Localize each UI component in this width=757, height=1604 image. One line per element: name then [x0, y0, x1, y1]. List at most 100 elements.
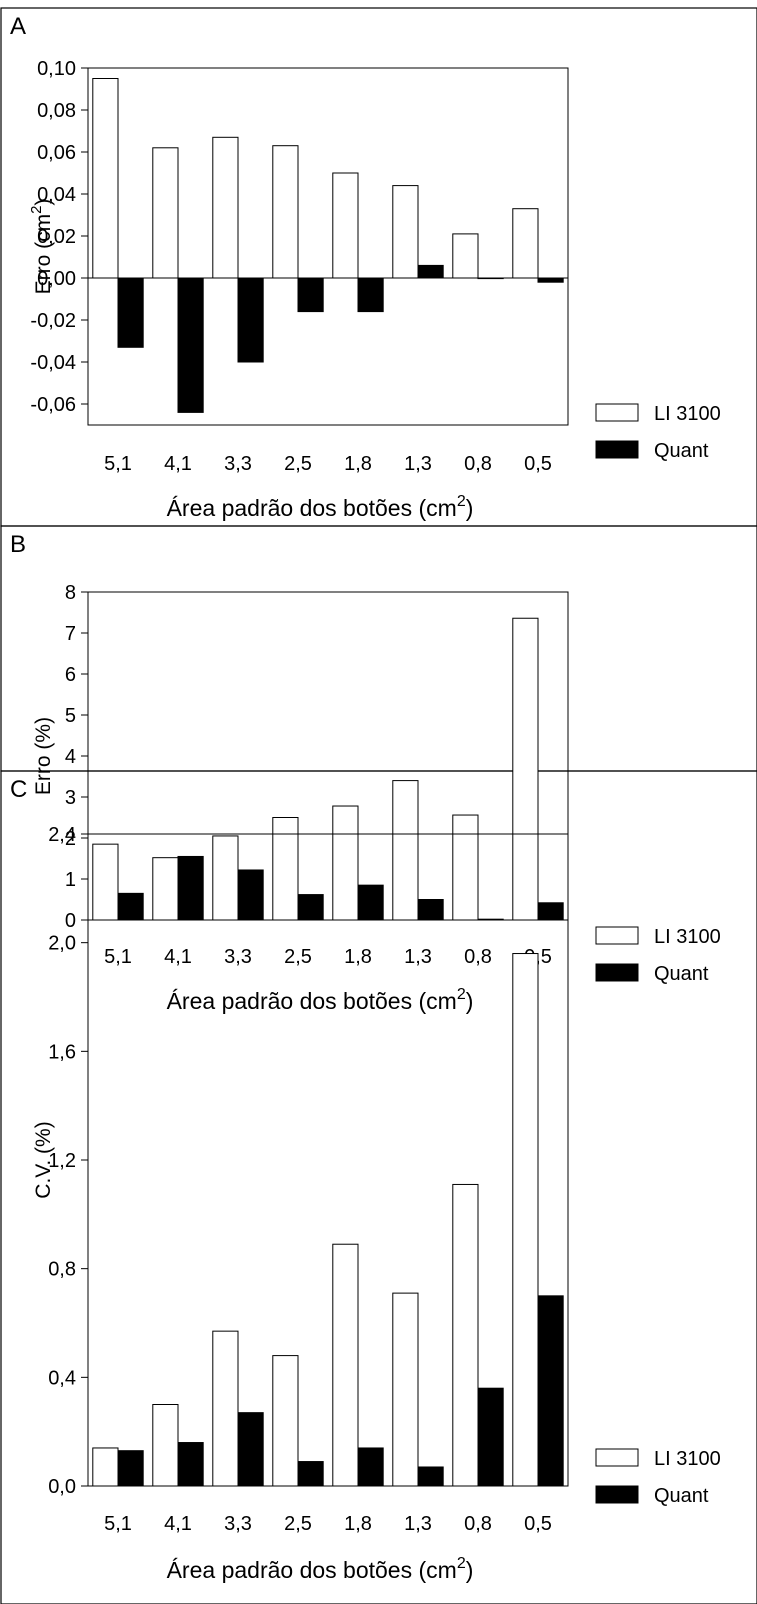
bar-li3100-5 — [392, 780, 419, 921]
bar-quant-3 — [297, 894, 324, 921]
y-tick-label: 0 — [65, 910, 76, 932]
bar-quant-3 — [297, 277, 324, 313]
panel-letter: A — [10, 13, 26, 40]
bar-li3100-2 — [212, 835, 239, 921]
bar-quant-2 — [237, 869, 264, 921]
x-tick-label: 2,5 — [284, 946, 312, 968]
x-tick-label: 0,5 — [524, 1513, 552, 1535]
x-tick-label: 3,3 — [224, 1513, 252, 1535]
bar-quant-1 — [177, 855, 204, 921]
y-tick-label: 0,08 — [37, 100, 76, 122]
bar-li3100-4 — [332, 1243, 359, 1487]
bar-quant-7 — [537, 277, 564, 283]
y-tick-label: -0,02 — [30, 310, 76, 332]
bar-li3100-6 — [452, 814, 479, 921]
y-tick-label: 8 — [65, 582, 76, 604]
bar-quant-7 — [537, 902, 564, 921]
panel-letter: C — [10, 776, 27, 803]
bar-quant-4 — [357, 277, 384, 313]
legend-label-quant: Quant — [654, 440, 709, 462]
y-tick-label: 0,8 — [48, 1259, 76, 1281]
y-tick-label: 0,4 — [48, 1367, 76, 1389]
bar-li3100-5 — [392, 1292, 419, 1487]
y-tick-label: 7 — [65, 623, 76, 645]
y-axis-label: Erro (%) — [32, 717, 55, 795]
y-tick-label: 1 — [65, 869, 76, 891]
x-tick-label: 4,1 — [164, 1513, 192, 1535]
bar-li3100-3 — [272, 145, 299, 279]
panel-letter: B — [10, 531, 26, 558]
chart-panel-a: A -0,06 -0,04 -0,02 0,00 0,02 0,04 0,06 0,08 0,10… — [10, 13, 721, 521]
legend-swatch-quant — [595, 440, 639, 459]
x-tick-label: 1,3 — [404, 946, 432, 968]
x-tick-label: 2,5 — [284, 453, 312, 475]
bar-quant-2 — [237, 1412, 264, 1487]
legend: LI 3100 Quant — [595, 1448, 721, 1507]
bar-quant-2 — [237, 277, 264, 363]
y-tick-label: 5 — [65, 705, 76, 727]
x-tick-label: 0,5 — [524, 453, 552, 475]
x-tick-label: 5,1 — [104, 946, 132, 968]
x-tick-label: 1,8 — [344, 1513, 372, 1535]
x-tick-label: 4,1 — [164, 946, 192, 968]
bar-quant-0 — [117, 1450, 144, 1487]
y-tick-label: 0,10 — [37, 58, 76, 80]
bar-quant-7 — [537, 1295, 564, 1487]
legend-label-li3100: LI 3100 — [654, 1448, 721, 1470]
panel-frame-c — [0, 770, 757, 1604]
legend-swatch-li3100 — [595, 403, 639, 422]
bar-quant-3 — [297, 1461, 324, 1487]
y-tick-label: 2 — [65, 828, 76, 850]
y-tick-label: 0,00 — [37, 268, 76, 290]
bar-li3100-0 — [92, 78, 119, 279]
y-tick-label: 2,0 — [48, 933, 76, 955]
bar-li3100-4 — [332, 172, 359, 279]
y-tick-label: 1,6 — [48, 1041, 76, 1063]
bar-li3100-5 — [392, 185, 419, 279]
bar-li3100-2 — [212, 1330, 239, 1487]
bar-li3100-7 — [512, 617, 539, 921]
legend-swatch-quant — [595, 963, 639, 982]
x-tick-label: 0,8 — [464, 453, 492, 475]
bar-li3100-4 — [332, 805, 359, 921]
bar-li3100-6 — [452, 233, 479, 279]
y-tick-label: 0,02 — [37, 226, 76, 248]
bar-li3100-1 — [152, 147, 179, 279]
bar-quant-5 — [417, 264, 444, 279]
y-tick-label: 2,4 — [48, 824, 76, 846]
bar-li3100-1 — [152, 857, 179, 921]
x-tick-label: 3,3 — [224, 946, 252, 968]
y-tick-label: 3 — [65, 787, 76, 809]
x-tick-label: 0,8 — [464, 946, 492, 968]
bar-quant-5 — [417, 1466, 444, 1487]
bar-quant-1 — [177, 277, 204, 413]
x-tick-label: 1,3 — [404, 1513, 432, 1535]
x-tick-label: 0,8 — [464, 1513, 492, 1535]
bar-quant-4 — [357, 1447, 384, 1487]
bar-li3100-0 — [92, 1447, 119, 1487]
y-tick-label: 0,0 — [48, 1476, 76, 1498]
bar-li3100-1 — [152, 1404, 179, 1487]
bar-quant-1 — [177, 1442, 204, 1487]
legend-label-li3100: LI 3100 — [654, 926, 721, 948]
x-axis-label: Área padrão dos botões (cm2) — [167, 986, 474, 1014]
legend-swatch-quant — [595, 1485, 639, 1504]
bar-quant-0 — [117, 277, 144, 348]
bar-quant-5 — [417, 899, 444, 921]
bar-quant-6 — [477, 1387, 504, 1487]
bar-li3100-6 — [452, 1183, 479, 1487]
x-tick-label: 4,1 — [164, 453, 192, 475]
x-tick-label: 1,3 — [404, 453, 432, 475]
legend: LI 3100 Quant — [595, 926, 721, 985]
bar-li3100-7 — [512, 208, 539, 279]
y-tick-label: 0,06 — [37, 142, 76, 164]
x-tick-label: 1,8 — [344, 946, 372, 968]
y-axis-label: C.V. (%) — [32, 1121, 55, 1198]
y-tick-label: 0,04 — [37, 184, 76, 206]
x-tick-label: 5,1 — [104, 1513, 132, 1535]
y-tick-label: 6 — [65, 664, 76, 686]
legend-label-quant: Quant — [654, 1485, 709, 1507]
y-tick-label: -0,06 — [30, 394, 76, 416]
